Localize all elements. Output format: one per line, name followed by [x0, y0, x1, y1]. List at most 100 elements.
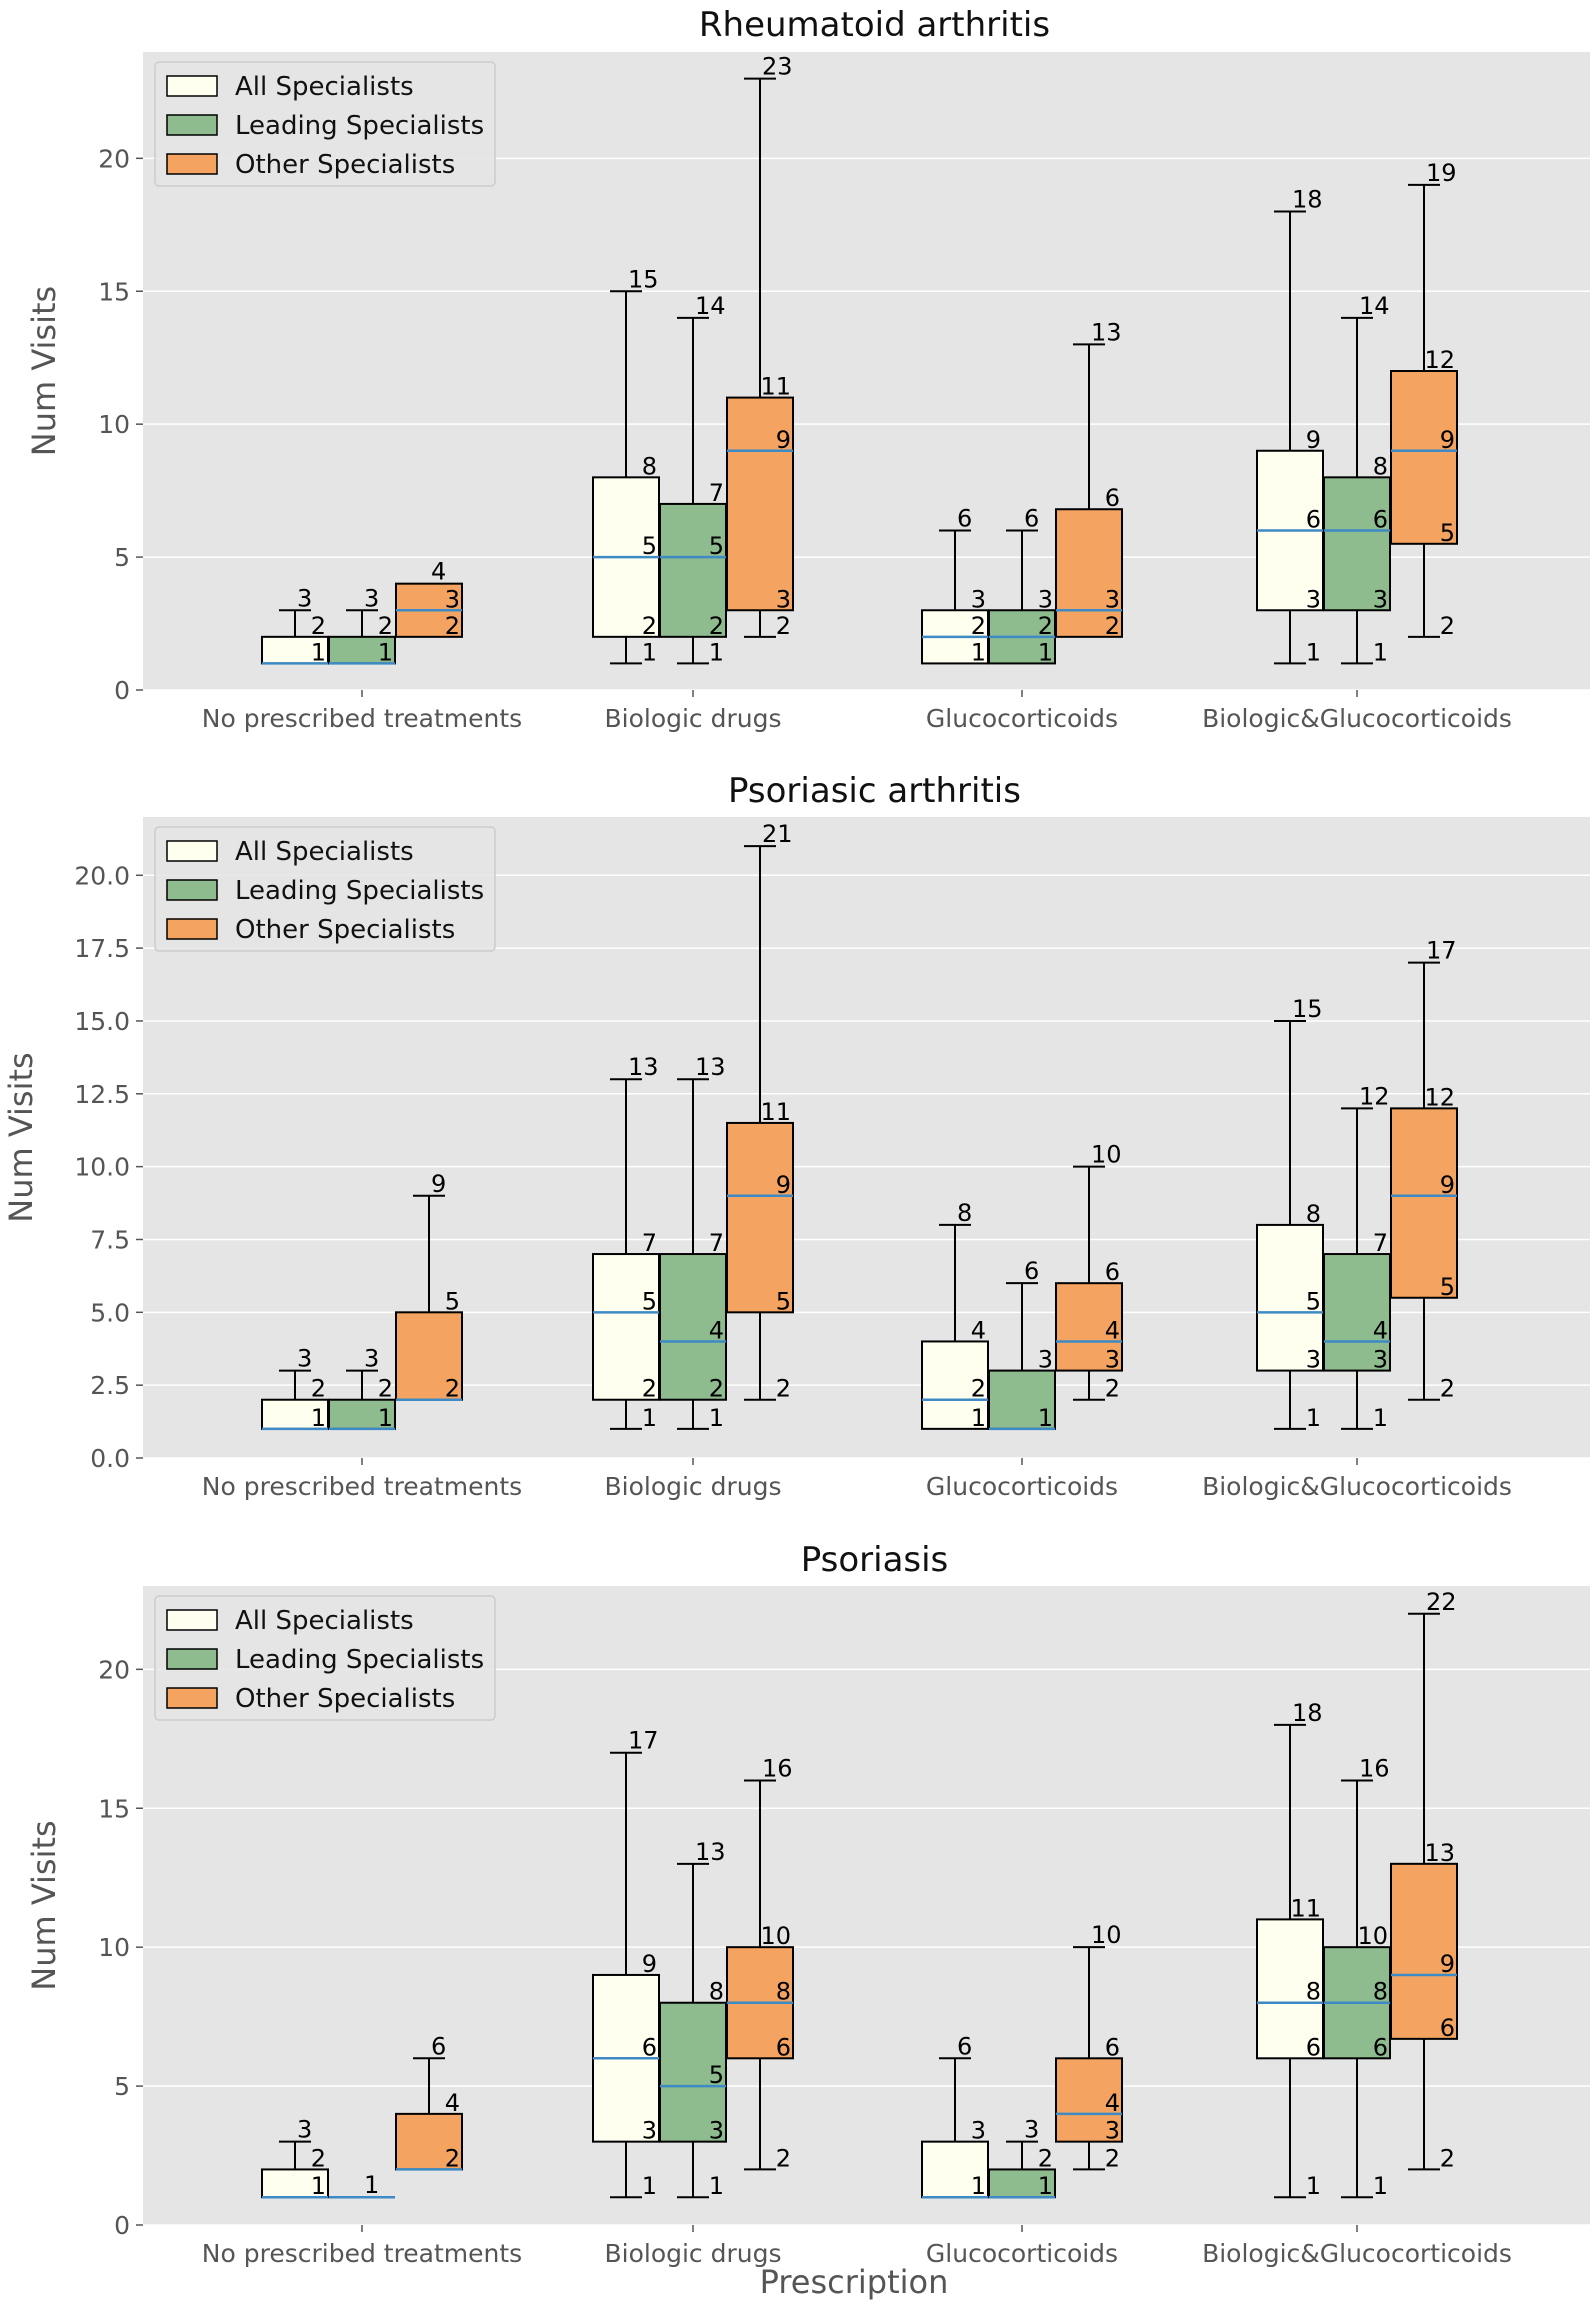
value-label: 2 — [971, 1375, 986, 1403]
y-tick-label: 20 — [98, 1655, 130, 1684]
value-label: 2 — [776, 612, 791, 640]
value-label: 5 — [1440, 1273, 1455, 1301]
value-label: 13 — [628, 1053, 659, 1081]
box-2-2: 10 6 432 — [1055, 1141, 1123, 1403]
value-label: 1 — [1373, 2172, 1388, 2200]
box-body — [1390, 1107, 1458, 1299]
value-label: 1 — [971, 2172, 986, 2200]
value-label: 5 — [642, 532, 657, 560]
legend-label: Other Specialists — [235, 915, 455, 945]
value-label: 5 — [776, 1287, 791, 1315]
box-body — [261, 1398, 329, 1430]
value-label: 3 — [642, 2117, 657, 2145]
value-label: 1 — [971, 638, 986, 666]
value-label: 3 — [445, 585, 460, 613]
value-label: 4 — [971, 1316, 986, 1344]
value-label: 9 — [1440, 1950, 1455, 1978]
value-label: 18 — [1292, 1699, 1323, 1727]
legend-swatch — [166, 153, 218, 175]
box-0-1: 17 9 6 3 1 — [592, 1727, 660, 2200]
value-label: 11 — [760, 373, 791, 401]
box-0-0: 321 — [261, 2116, 329, 2200]
x-axis-label: Prescription — [760, 2263, 949, 2301]
value-label: 2 — [642, 612, 657, 640]
value-label: 8 — [1373, 1978, 1388, 2006]
y-tick-label: 10 — [98, 410, 130, 439]
box-body — [988, 2168, 1056, 2199]
value-label: 5 — [642, 1287, 657, 1315]
value-label: 1 — [642, 1404, 657, 1432]
y-tick-label: 15 — [98, 277, 130, 306]
value-label: 10 — [1091, 1921, 1122, 1949]
legend: All Specialists Leading Specialists Other … — [154, 826, 496, 952]
value-label: 3 — [1105, 2117, 1120, 2145]
y-tick-label: 20 — [98, 144, 130, 173]
value-label: 10 — [760, 1922, 791, 1950]
value-label: 12 — [1424, 1083, 1455, 1111]
value-label: 9 — [431, 1170, 446, 1198]
value-label: 3 — [364, 1345, 379, 1373]
legend-swatch — [166, 918, 218, 940]
value-label: 2 — [378, 1375, 393, 1403]
box-1-3: 14 8 6 3 1 — [1323, 292, 1391, 666]
x-tick-label: Biologic&Glucocorticoids — [1202, 2239, 1512, 2268]
value-label: 3 — [1038, 585, 1053, 613]
value-label: 1 — [709, 2172, 724, 2200]
value-label: 3 — [1105, 1346, 1120, 1374]
value-label: 2 — [971, 612, 986, 640]
box-2-1: 21 11 9 5 2 — [726, 820, 794, 1403]
value-label: 2 — [445, 612, 460, 640]
legend-box — [154, 826, 496, 952]
value-label: 7 — [709, 1229, 724, 1257]
y-tick-label: 0 — [114, 676, 130, 705]
value-label: 1 — [311, 2172, 326, 2200]
y-tick-label: 5.0 — [90, 1298, 130, 1327]
box-1-0: 321 — [328, 1345, 396, 1432]
box-1-2: 6 3 1 — [988, 1257, 1056, 1432]
value-label: 1 — [1038, 638, 1053, 666]
box-0-3: 18 11 8 6 1 — [1256, 1699, 1324, 2200]
box-body — [1256, 1918, 1324, 2060]
value-label: 1 — [971, 1404, 986, 1432]
y-tick-label: 5 — [114, 2072, 130, 2101]
legend-label: All Specialists — [235, 72, 414, 102]
chart-title: Rheumatoid arthritis — [699, 5, 1050, 45]
box-2-3: 17 12 9 5 2 — [1390, 937, 1458, 1403]
value-label: 13 — [1424, 1839, 1455, 1867]
value-label: 13 — [695, 1838, 726, 1866]
x-tick-label: Glucocorticoids — [926, 2239, 1118, 2268]
value-label: 5 — [445, 1287, 460, 1315]
value-label: 1 — [1306, 638, 1321, 666]
value-label: 17 — [628, 1727, 659, 1755]
value-label: 5 — [1440, 519, 1455, 547]
value-label: 2 — [709, 612, 724, 640]
box-body — [726, 1121, 794, 1314]
value-label: 4 — [1105, 1316, 1120, 1344]
legend-label: Leading Specialists — [235, 876, 484, 906]
value-label: 5 — [709, 532, 724, 560]
value-label: 3 — [297, 2116, 312, 2144]
legend-label: All Specialists — [235, 1606, 414, 1636]
value-label: 9 — [642, 1950, 657, 1978]
box-1-3: 12 7 43 1 — [1323, 1082, 1391, 1432]
box-0-2: 6 321 — [921, 505, 989, 666]
y-tick-label: 20.0 — [74, 861, 130, 890]
value-label: 6 — [1024, 1257, 1039, 1285]
value-label: 3 — [1038, 1346, 1053, 1374]
value-label: 7 — [642, 1229, 657, 1257]
box-1-3: 16 10 8 6 1 — [1323, 1754, 1391, 2200]
value-label: 3 — [297, 1345, 312, 1373]
y-axis-label: Num Visits — [2, 1052, 40, 1222]
chart-title: Psoriasic arthritis — [728, 771, 1021, 811]
value-label: 1 — [1373, 638, 1388, 666]
legend-swatch — [166, 75, 218, 97]
value-label: 1 — [1306, 2172, 1321, 2200]
value-label: 3 — [1373, 585, 1388, 613]
value-label: 1 — [378, 638, 393, 666]
value-label: 2 — [445, 1375, 460, 1403]
value-label: 9 — [776, 426, 791, 454]
value-label: 11 — [760, 1098, 791, 1126]
y-axis-label: Num Visits — [25, 286, 63, 456]
value-label: 8 — [957, 1199, 972, 1227]
